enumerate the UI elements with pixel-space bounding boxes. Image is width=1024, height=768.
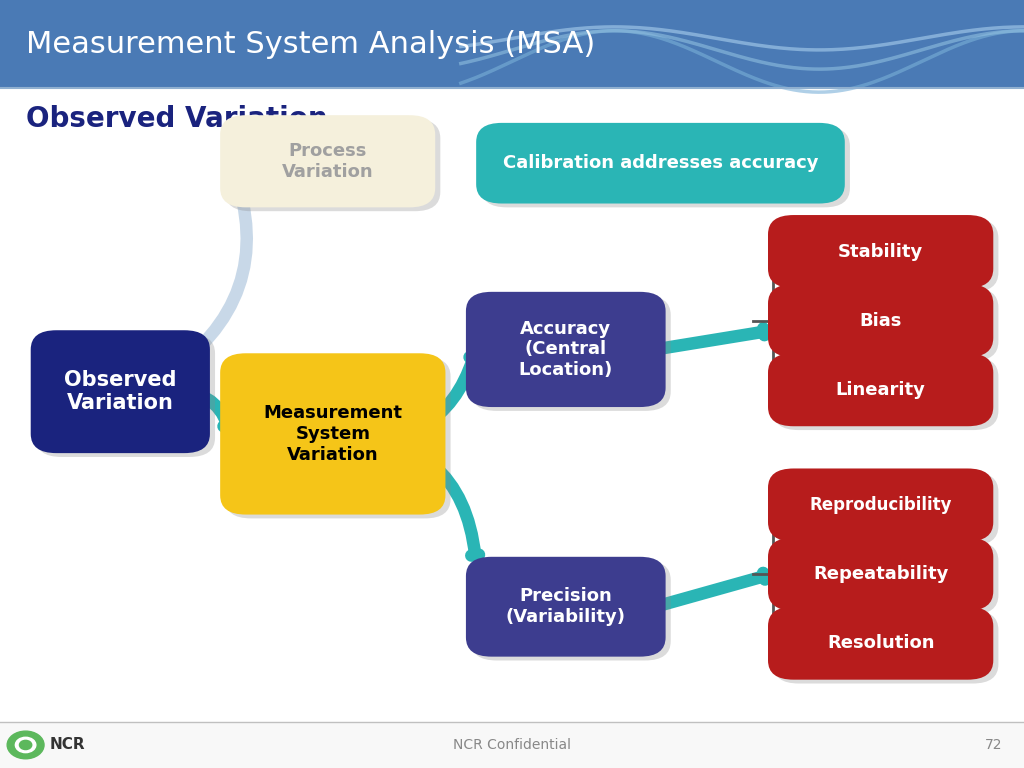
Text: Stability: Stability — [838, 243, 924, 260]
Text: NCR: NCR — [49, 737, 85, 753]
Text: NCR Confidential: NCR Confidential — [453, 738, 571, 752]
FancyBboxPatch shape — [481, 127, 850, 207]
FancyBboxPatch shape — [768, 607, 993, 680]
Text: Observed
Variation: Observed Variation — [65, 370, 176, 413]
FancyBboxPatch shape — [476, 123, 845, 204]
Circle shape — [15, 737, 36, 753]
FancyBboxPatch shape — [773, 541, 998, 614]
FancyBboxPatch shape — [768, 468, 993, 541]
Text: Accuracy
(Central
Location): Accuracy (Central Location) — [518, 319, 613, 379]
FancyBboxPatch shape — [768, 538, 993, 611]
FancyBboxPatch shape — [225, 119, 440, 211]
Text: Bias: Bias — [859, 312, 902, 329]
FancyBboxPatch shape — [220, 353, 445, 515]
FancyBboxPatch shape — [768, 215, 993, 288]
Circle shape — [7, 731, 44, 759]
FancyBboxPatch shape — [466, 292, 666, 407]
Text: Linearity: Linearity — [836, 381, 926, 399]
FancyBboxPatch shape — [466, 557, 666, 657]
FancyBboxPatch shape — [220, 115, 435, 207]
FancyBboxPatch shape — [0, 722, 1024, 768]
FancyBboxPatch shape — [471, 561, 671, 660]
FancyBboxPatch shape — [773, 219, 998, 292]
FancyBboxPatch shape — [773, 357, 998, 430]
Circle shape — [19, 740, 32, 750]
Text: Process
Variation: Process Variation — [282, 142, 374, 180]
Text: Resolution: Resolution — [827, 634, 934, 652]
FancyBboxPatch shape — [31, 330, 210, 453]
Text: Calibration addresses accuracy: Calibration addresses accuracy — [503, 154, 818, 172]
FancyBboxPatch shape — [0, 0, 1024, 88]
Text: Precision
(Variability): Precision (Variability) — [506, 588, 626, 626]
FancyBboxPatch shape — [773, 611, 998, 684]
FancyBboxPatch shape — [225, 357, 451, 518]
FancyBboxPatch shape — [768, 284, 993, 357]
Text: Measurement
System
Variation: Measurement System Variation — [263, 404, 402, 464]
FancyBboxPatch shape — [768, 353, 993, 426]
Text: Measurement System Analysis (MSA): Measurement System Analysis (MSA) — [26, 30, 595, 58]
FancyBboxPatch shape — [36, 334, 215, 457]
Text: Observed Variation: Observed Variation — [26, 105, 328, 133]
FancyBboxPatch shape — [773, 472, 998, 545]
FancyBboxPatch shape — [471, 296, 671, 411]
Text: Reproducibility: Reproducibility — [809, 496, 952, 514]
Text: Repeatability: Repeatability — [813, 565, 948, 583]
Text: 72: 72 — [984, 738, 1002, 752]
FancyBboxPatch shape — [773, 288, 998, 361]
